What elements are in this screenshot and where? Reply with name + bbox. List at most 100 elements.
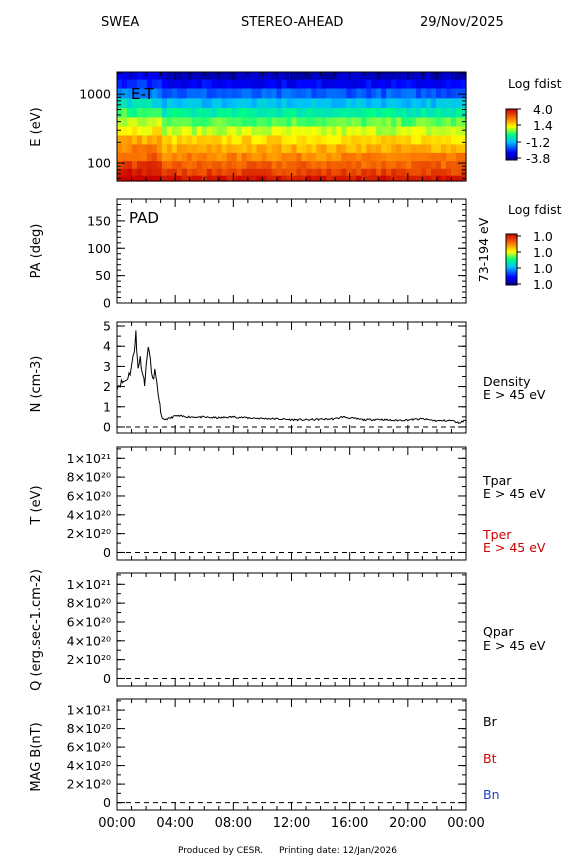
et-spectrogram-cell (211, 168, 218, 176)
et-spectrogram-cell (301, 168, 308, 176)
et-spectrogram-cell (446, 134, 452, 145)
et-spectrogram-cell (391, 116, 397, 127)
et-spectrogram-cell (306, 125, 313, 136)
et-spectrogram-cell (176, 168, 183, 176)
et-spectrogram-cell (411, 87, 417, 99)
et-spectrogram-cell (231, 160, 238, 169)
et-spectrogram-cell (231, 125, 238, 136)
et-spectrogram-cell (216, 160, 223, 169)
et-spectrogram-cell (296, 79, 303, 89)
et-spectrogram-cell (366, 87, 372, 99)
density-ytick-label: 3 (103, 359, 111, 374)
et-spectrogram-cell (236, 97, 243, 109)
et-spectrogram-cell (441, 125, 447, 136)
et-spectrogram-cell (306, 152, 313, 162)
et-spectrogram-cell (206, 87, 213, 99)
et-spectrogram-cell (251, 134, 258, 145)
et-spectrogram-cell (446, 107, 452, 118)
et-spectrogram-cell (226, 97, 233, 109)
et-spectrogram-cell (366, 116, 372, 127)
et-spectrogram-cell (206, 168, 213, 176)
et-spectrogram-cell (441, 87, 447, 99)
et-spectrogram-cell (236, 87, 243, 99)
et-spectrogram-cell (256, 97, 263, 109)
et-spectrogram-cell (201, 97, 208, 109)
et-spectrogram-cell (341, 97, 347, 109)
et-spectrogram-cell (266, 175, 273, 182)
et-spectrogram-cell (186, 97, 193, 109)
et-spectrogram-cell (336, 79, 342, 89)
et-spectrogram-cell (246, 125, 253, 136)
et-spectrogram-cell (126, 134, 133, 145)
et-spectrogram-cell (386, 116, 392, 127)
et-spectrogram-cell (371, 87, 377, 99)
et-spectrogram-cell (311, 143, 318, 153)
et-spectrogram-cell (131, 168, 138, 176)
et-spectrogram-cell (291, 125, 298, 136)
et-spectrogram-cell (276, 79, 283, 89)
et-spectrogram-cell (241, 152, 248, 162)
et-spectrogram-cell (221, 152, 228, 162)
et-spectrogram-cell (191, 143, 198, 153)
pad-energy-range-label: 73-194 eV (476, 217, 491, 282)
et-spectrogram-cell (251, 175, 258, 182)
et-spectrogram-cell (117, 134, 123, 145)
et-spectrogram-cell (431, 79, 437, 89)
time-axis-tick-label: 20:00 (389, 816, 426, 831)
et-spectrogram-cell (156, 79, 163, 89)
et-spectrogram-cell (336, 107, 342, 118)
et-spectrogram-cell (171, 152, 178, 162)
et-spectrogram-cell (151, 134, 158, 145)
et-spectrogram-cell (171, 175, 178, 182)
et-spectrogram-cell (151, 72, 158, 80)
mag-ytick-label: 1×10²¹ (67, 703, 111, 718)
et-spectrogram-cell (141, 97, 148, 109)
et-spectrogram-cell (316, 168, 323, 176)
et-spectrogram-cell (461, 168, 467, 176)
et-spectrogram-cell (161, 160, 168, 169)
et-spectrogram-cell (401, 107, 407, 118)
et-spectrogram-cell (281, 125, 288, 136)
et-colorbar-tick-label: -1.2 (526, 135, 550, 150)
et-spectrogram-cell (391, 97, 397, 109)
footer-printing-date: Printing date: 12/Jan/2026 (279, 846, 397, 856)
et-spectrogram-cell (301, 143, 308, 153)
et-spectrogram-cell (216, 134, 223, 145)
et-spectrogram-cell (386, 143, 392, 153)
et-spectrogram-cell (176, 87, 183, 99)
et-spectrogram-cell (181, 143, 188, 153)
et-spectrogram-cell (461, 79, 467, 89)
temperature-series-label: E > 45 eV (483, 486, 546, 501)
et-spectrogram-cell (411, 72, 417, 80)
et-spectrogram-cell (346, 134, 352, 145)
et-spectrogram-cell (281, 160, 288, 169)
et-spectrogram-cell (176, 143, 183, 153)
mag-ytick-label: 4×10²⁰ (67, 758, 111, 773)
et-spectrogram-cell (286, 107, 293, 118)
et-spectrogram-cell (391, 168, 397, 176)
et-spectrogram-cell (461, 107, 467, 118)
et-spectrogram-cell (161, 125, 168, 136)
et-spectrogram-cell (421, 143, 427, 153)
et-spectrogram-cell (351, 72, 357, 80)
et-spectrogram-cell (281, 87, 288, 99)
et-spectrogram-cell (191, 175, 198, 182)
et-spectrogram-cell (316, 87, 323, 99)
et-spectrogram-cell (246, 175, 253, 182)
et-spectrogram-cell (196, 175, 203, 182)
et-spectrogram-cell (341, 79, 347, 89)
et-spectrogram-cell (376, 107, 382, 118)
et-spectrogram-cell (191, 97, 198, 109)
et-spectrogram-cell (321, 134, 327, 145)
time-axis-tick-label: 16:00 (331, 816, 368, 831)
et-spectrogram-cell (441, 143, 447, 153)
et-spectrogram-cell (401, 175, 407, 182)
et-spectrogram-cell (211, 107, 218, 118)
et-spectrogram-cell (341, 107, 347, 118)
et-spectrogram-cell (276, 160, 283, 169)
et-spectrogram-cell (211, 152, 218, 162)
et-spectrogram-cell (396, 143, 402, 153)
et-spectrogram-cell (391, 175, 397, 182)
et-spectrogram-cell (256, 175, 263, 182)
